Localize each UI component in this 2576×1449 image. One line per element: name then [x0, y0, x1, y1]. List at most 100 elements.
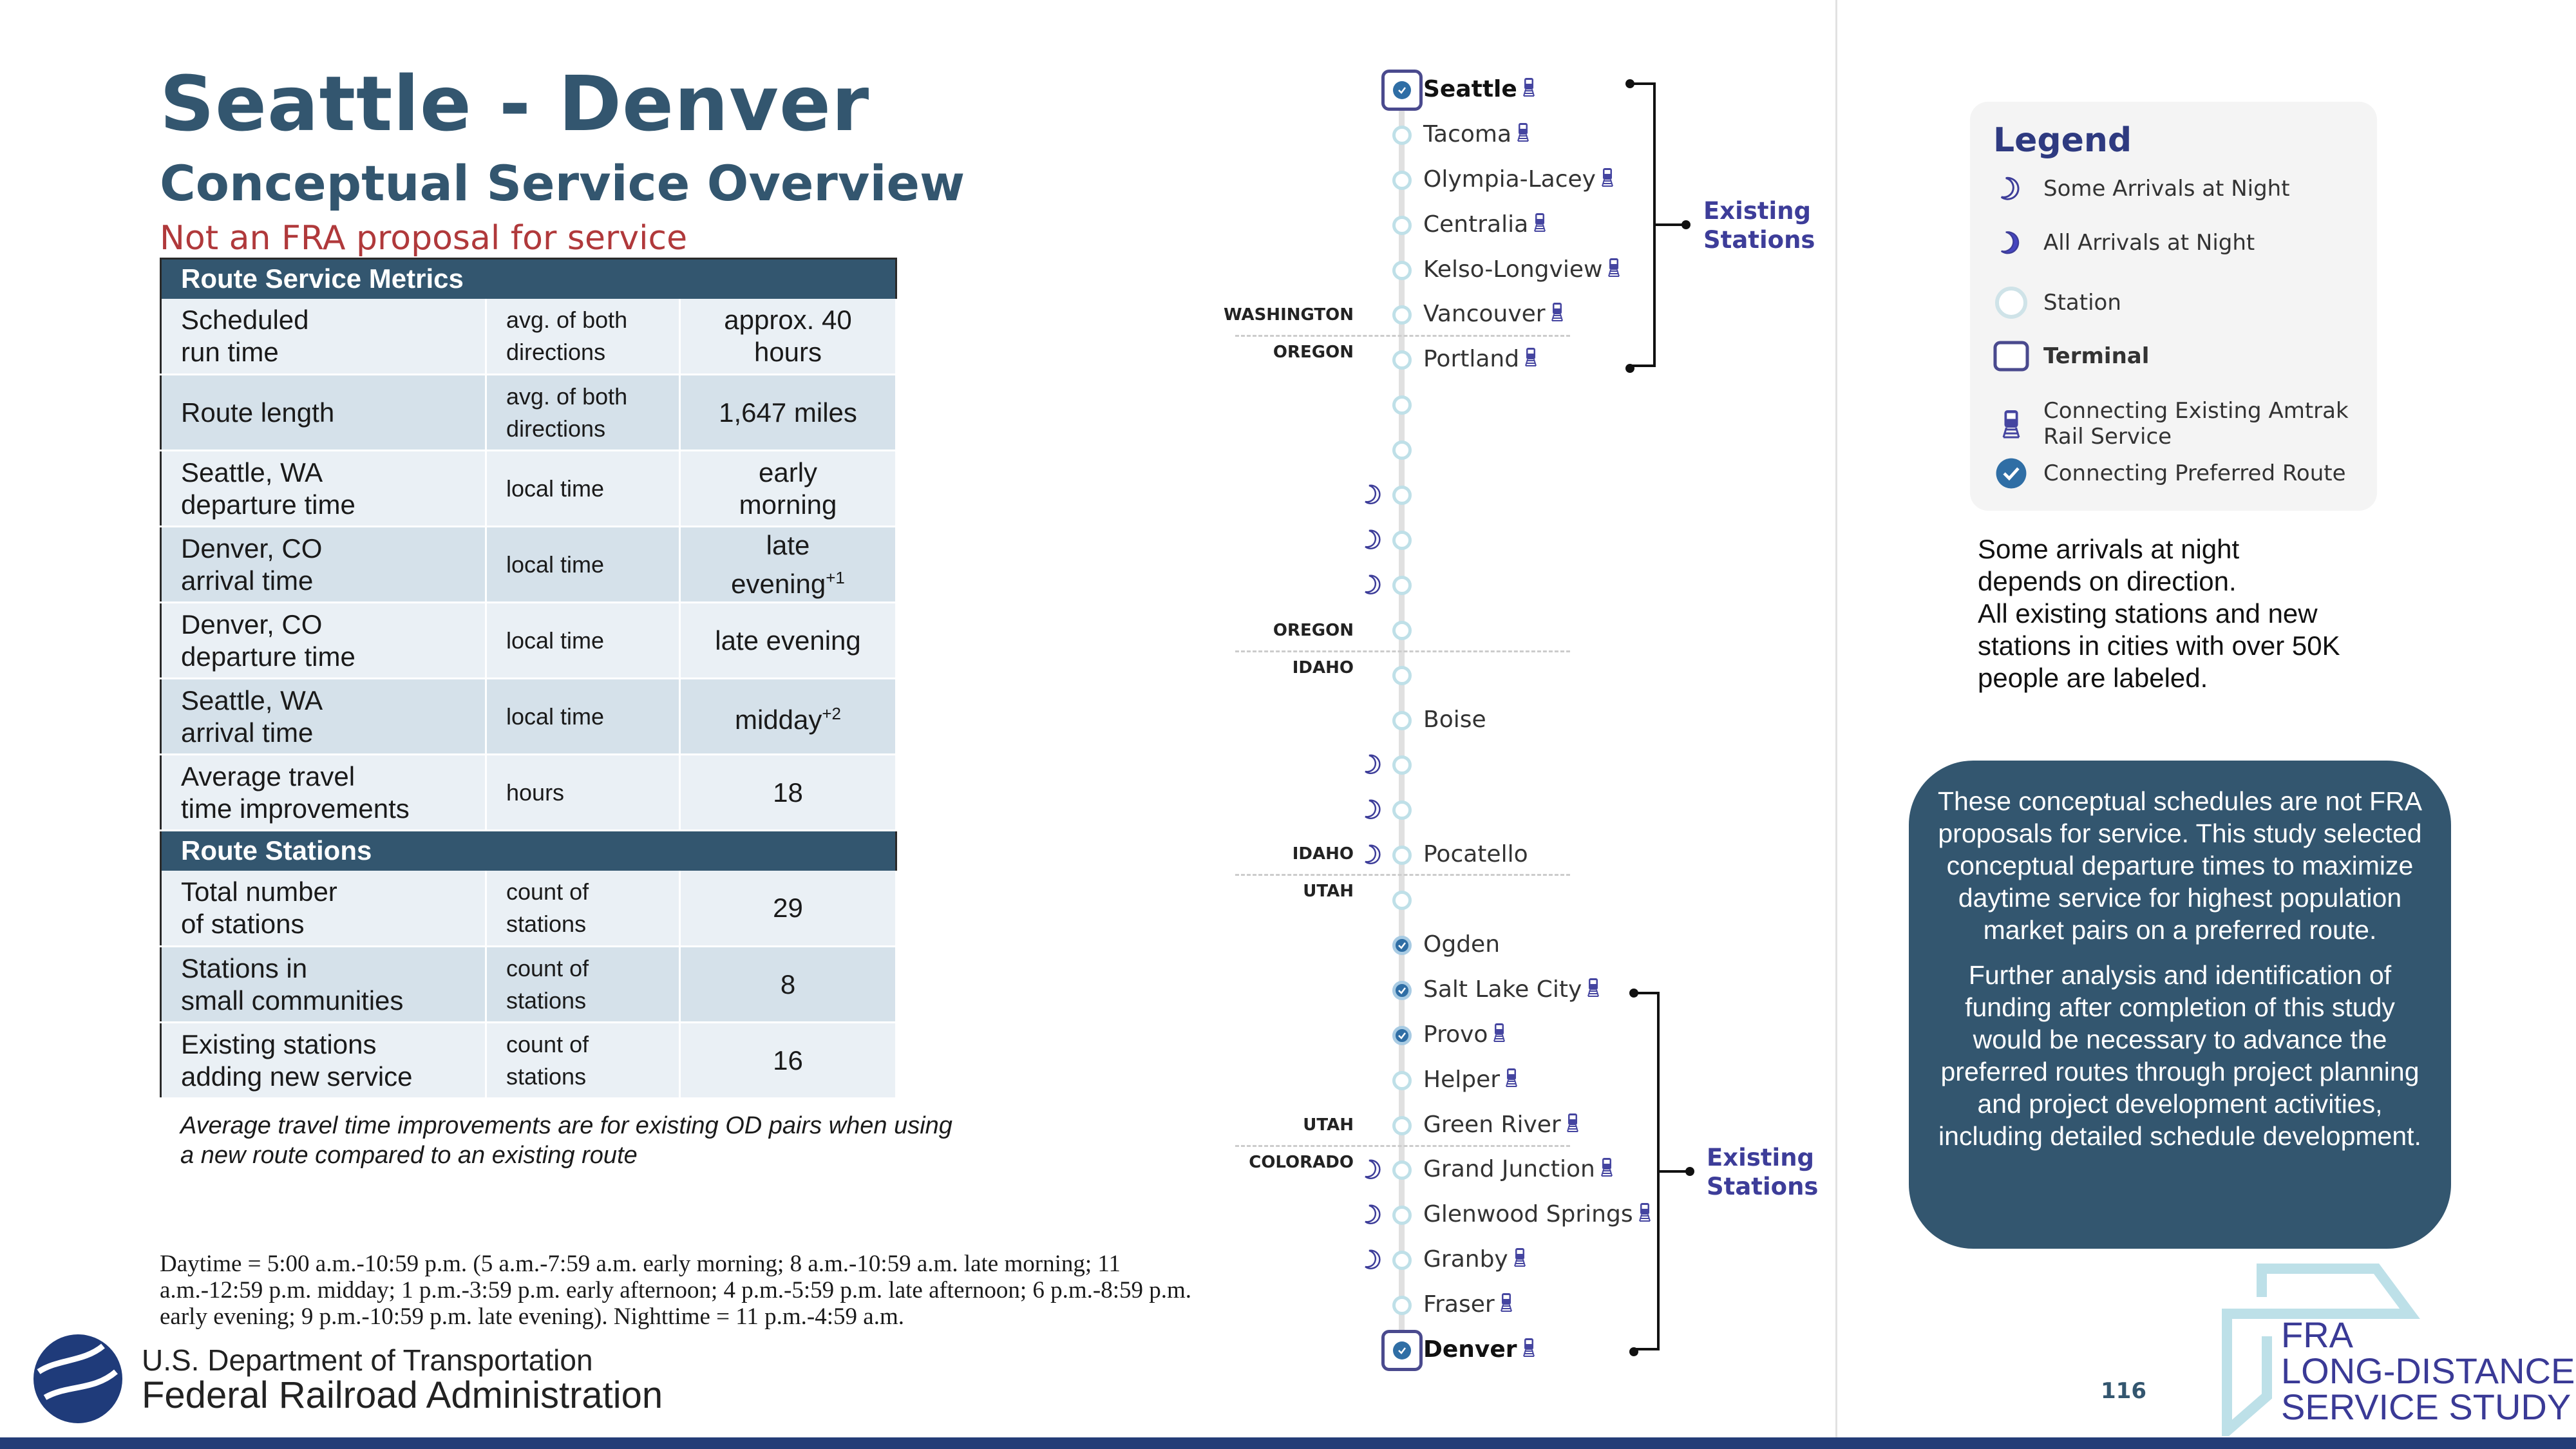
check-circle-icon	[1393, 81, 1411, 99]
metric-name: Denver, CO arrival time	[160, 526, 487, 603]
station-pocatello: Pocatello	[1352, 836, 1803, 875]
page-subtitle: Conceptual Service Overview	[160, 155, 965, 212]
station-salt-lake-city: Salt Lake City	[1352, 971, 1803, 1010]
station-label: Fraser	[1423, 1291, 1513, 1318]
station-circle-icon	[1392, 170, 1412, 190]
station-label: Boise	[1423, 706, 1486, 733]
legend: Legend Some Arrivals at Night All Arrival…	[1970, 102, 2377, 511]
station-circle-icon	[1392, 665, 1412, 685]
station-circle-icon	[1392, 486, 1412, 506]
metric-name: Denver, CO departure time	[160, 602, 487, 679]
metric-value: 18	[773, 777, 803, 808]
metric-value-superscript: +2	[822, 703, 842, 723]
crescent-moon-outline-icon	[1363, 799, 1385, 823]
station-unnamed	[1352, 566, 1803, 605]
station-label: Helper	[1423, 1066, 1518, 1093]
train-icon	[1500, 1291, 1513, 1318]
dot-logo-icon	[33, 1334, 122, 1423]
train-icon	[1513, 1246, 1526, 1273]
station-label: Tacoma	[1423, 121, 1530, 147]
metric-unit: local time	[486, 526, 681, 603]
vertical-divider	[1835, 0, 1837, 1437]
metric-value-cell: late evening+1	[679, 526, 898, 603]
page-number: 116	[2101, 1378, 2146, 1404]
metric-value-superscript: +1	[826, 567, 845, 587]
table-row: Route length avg. of both directions 1,647…	[160, 374, 898, 451]
station-name: Provo	[1423, 1021, 1488, 1048]
station-label: Seattle	[1423, 76, 1535, 102]
state-label: OREGON	[1273, 621, 1354, 640]
station-vancouver: Vancouver	[1352, 296, 1803, 334]
train-icon	[1566, 1112, 1579, 1138]
train-icon	[1493, 1021, 1506, 1048]
crescent-moon-outline-icon	[1363, 1249, 1385, 1273]
table-row: Seattle, WA arrival time local time midday…	[160, 678, 898, 755]
station-tacoma: Tacoma	[1352, 116, 1803, 155]
state-border-line	[1235, 1145, 1570, 1147]
table-footnote: Average travel time improvements are for…	[180, 1112, 952, 1169]
train-icon	[1638, 1201, 1651, 1227]
station-circle-icon	[1392, 1251, 1412, 1271]
station-label: Granby	[1423, 1246, 1526, 1273]
station-name: Fraser	[1423, 1291, 1495, 1318]
metric-value: 29	[773, 892, 803, 923]
station-unnamed	[1352, 476, 1803, 515]
station-unnamed	[1352, 431, 1803, 469]
metric-value-cell: 29	[679, 870, 898, 947]
station-label: Ogden	[1423, 931, 1500, 958]
station-name: Grand Junction	[1423, 1156, 1595, 1183]
metric-value: 16	[773, 1045, 803, 1075]
metric-value-cell: approx. 40 hours	[679, 298, 898, 375]
station-unnamed	[1352, 386, 1803, 424]
station-olympia-lacey: Olympia-Lacey	[1352, 161, 1803, 200]
station-circle-icon	[1392, 440, 1412, 460]
station-label: Grand Junction	[1423, 1156, 1613, 1182]
station-circle-icon	[1392, 1296, 1412, 1316]
table-row: Seattle, WA departure time local time earl…	[160, 450, 898, 527]
station-portland: Portland	[1352, 341, 1803, 379]
station-unnamed	[1352, 881, 1803, 920]
station-label: Denver	[1423, 1336, 1535, 1363]
station-unnamed	[1352, 521, 1803, 560]
agency-name: Federal Railroad Administration	[142, 1374, 663, 1416]
metric-value-cell: midday+2	[679, 678, 898, 755]
train-icon	[1524, 346, 1537, 372]
station-name: Seattle	[1423, 76, 1517, 102]
crescent-moon-outline-icon	[1993, 175, 2029, 203]
station-unnamed	[1352, 746, 1803, 784]
station-circle-icon	[1392, 530, 1412, 550]
legend-label: Connecting Existing Amtrak Rail Service	[2043, 398, 2349, 450]
table-row: Existing stations adding new service coun…	[160, 1022, 898, 1099]
bracket-end-dot	[1629, 1347, 1638, 1356]
station-circle-icon	[1392, 891, 1412, 911]
state-label: OREGON	[1273, 343, 1354, 362]
station-granby: Granby	[1352, 1241, 1803, 1280]
train-icon	[1522, 1336, 1535, 1363]
section-heading: Route Service Metrics	[160, 258, 896, 299]
metric-value-cell: 8	[679, 946, 898, 1023]
station-boise: Boise	[1352, 701, 1803, 740]
train-icon	[1607, 256, 1620, 283]
station-name: Glenwood Springs	[1423, 1201, 1633, 1228]
existing-stations-bracket	[1634, 992, 1660, 1350]
station-grand-junction: Grand Junction	[1352, 1151, 1803, 1189]
metric-unit: count of stations	[486, 870, 681, 947]
legend-label: Station	[2043, 290, 2121, 316]
study-logo-line: LONG-DISTANCE	[2281, 1350, 2575, 1391]
crescent-moon-outline-icon	[1363, 529, 1385, 553]
check-circle-icon	[1392, 935, 1412, 955]
station-circle-icon	[1392, 1206, 1412, 1226]
station-label: Centralia	[1423, 211, 1546, 238]
metric-unit: avg. of both directions	[486, 374, 681, 451]
terminal-square-icon	[1381, 70, 1423, 111]
station-seattle: Seattle	[1352, 70, 1803, 111]
station-label: Green River	[1423, 1112, 1579, 1138]
crescent-moon-filled-icon	[1993, 229, 2029, 257]
station-name: Helper	[1423, 1066, 1501, 1093]
train-icon	[1587, 976, 1600, 1003]
table-row: Scheduled run time avg. of both direction…	[160, 298, 898, 375]
check-circle-icon	[1993, 457, 2029, 489]
crescent-moon-outline-icon	[1363, 1204, 1385, 1228]
metric-value: late evening	[731, 529, 826, 599]
station-green-river: Green River	[1352, 1106, 1803, 1145]
